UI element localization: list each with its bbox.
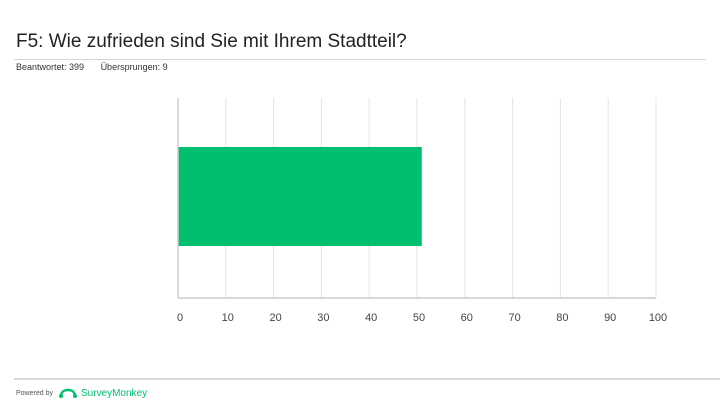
x-tick-label: 30	[317, 312, 329, 324]
x-tick-label: 60	[461, 312, 473, 324]
x-tick-label: 40	[365, 312, 377, 324]
x-tick-label: 100	[649, 312, 667, 324]
bars	[178, 147, 422, 246]
bar	[178, 147, 422, 246]
footer: Powered by SurveyMonkey	[16, 386, 147, 400]
answered-count: Beantwortet: 399	[16, 62, 85, 72]
surveymonkey-logo-icon	[58, 388, 77, 398]
page-title: F5: Wie zufrieden sind Sie mit Ihrem Sta…	[16, 31, 407, 52]
footer-divider	[14, 378, 720, 380]
x-tick-label: 90	[604, 312, 616, 324]
x-tick-label: 20	[269, 312, 281, 324]
x-tick-label: 80	[556, 312, 568, 324]
x-tick-label: 70	[508, 312, 520, 324]
x-tick-label: 10	[222, 312, 234, 324]
x-tick-label: 50	[413, 312, 425, 324]
title-divider	[14, 59, 706, 60]
axes	[177, 98, 656, 299]
response-stats: Beantwortet: 399 Übersprungen: 9	[16, 62, 182, 72]
x-tick-label: 0	[177, 312, 183, 324]
surveymonkey-brand: SurveyMonkey	[80, 387, 148, 399]
skipped-count: Übersprungen: 9	[100, 62, 168, 72]
x-tick-labels: 0 10 20 30 40 50 60 70 80 90 100	[177, 312, 667, 324]
powered-by-text: Powered by	[16, 389, 53, 397]
